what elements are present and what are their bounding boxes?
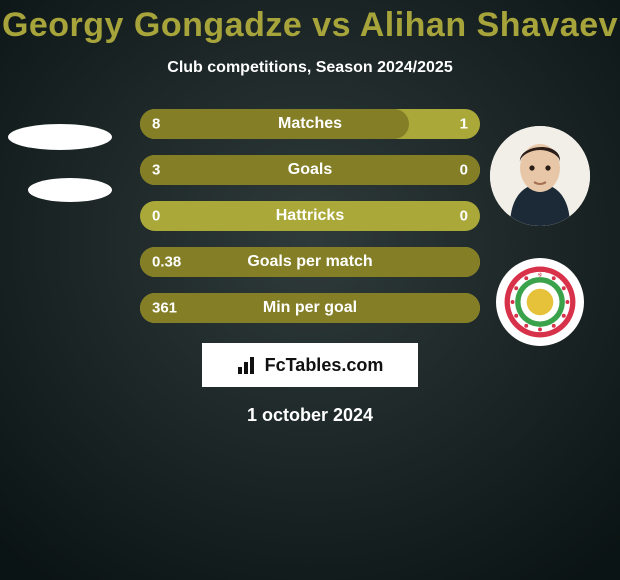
svg-text:ФК: ФК [535,271,546,279]
date-label: 1 october 2024 [0,405,620,426]
stat-label: Min per goal [140,299,480,317]
stat-bar: 00Hattricks [140,201,480,231]
stat-bar: 361Min per goal [140,293,480,323]
club-badge-icon: ФК [501,263,579,341]
stat-bar: 30Goals [140,155,480,185]
right-player-avatar [490,126,590,226]
subtitle: Club competitions, Season 2024/2025 [0,59,620,77]
page-title: Georgy Gongadze vs Alihan Shavaev [0,0,620,45]
stat-label: Goals [140,161,480,179]
left-avatar-placeholder-1 [8,124,112,150]
face-icon [490,126,590,226]
bar-chart-icon [237,355,259,375]
stat-label: Goals per match [140,253,480,271]
site-attribution: FcTables.com [202,343,418,387]
stat-label: Matches [140,115,480,133]
left-avatar-placeholder-2 [28,178,112,202]
right-club-logo: ФК [496,258,584,346]
stat-label: Hattricks [140,207,480,225]
stat-bar: 0.38Goals per match [140,247,480,277]
site-label: FcTables.com [265,355,384,376]
stat-bar: 81Matches [140,109,480,139]
